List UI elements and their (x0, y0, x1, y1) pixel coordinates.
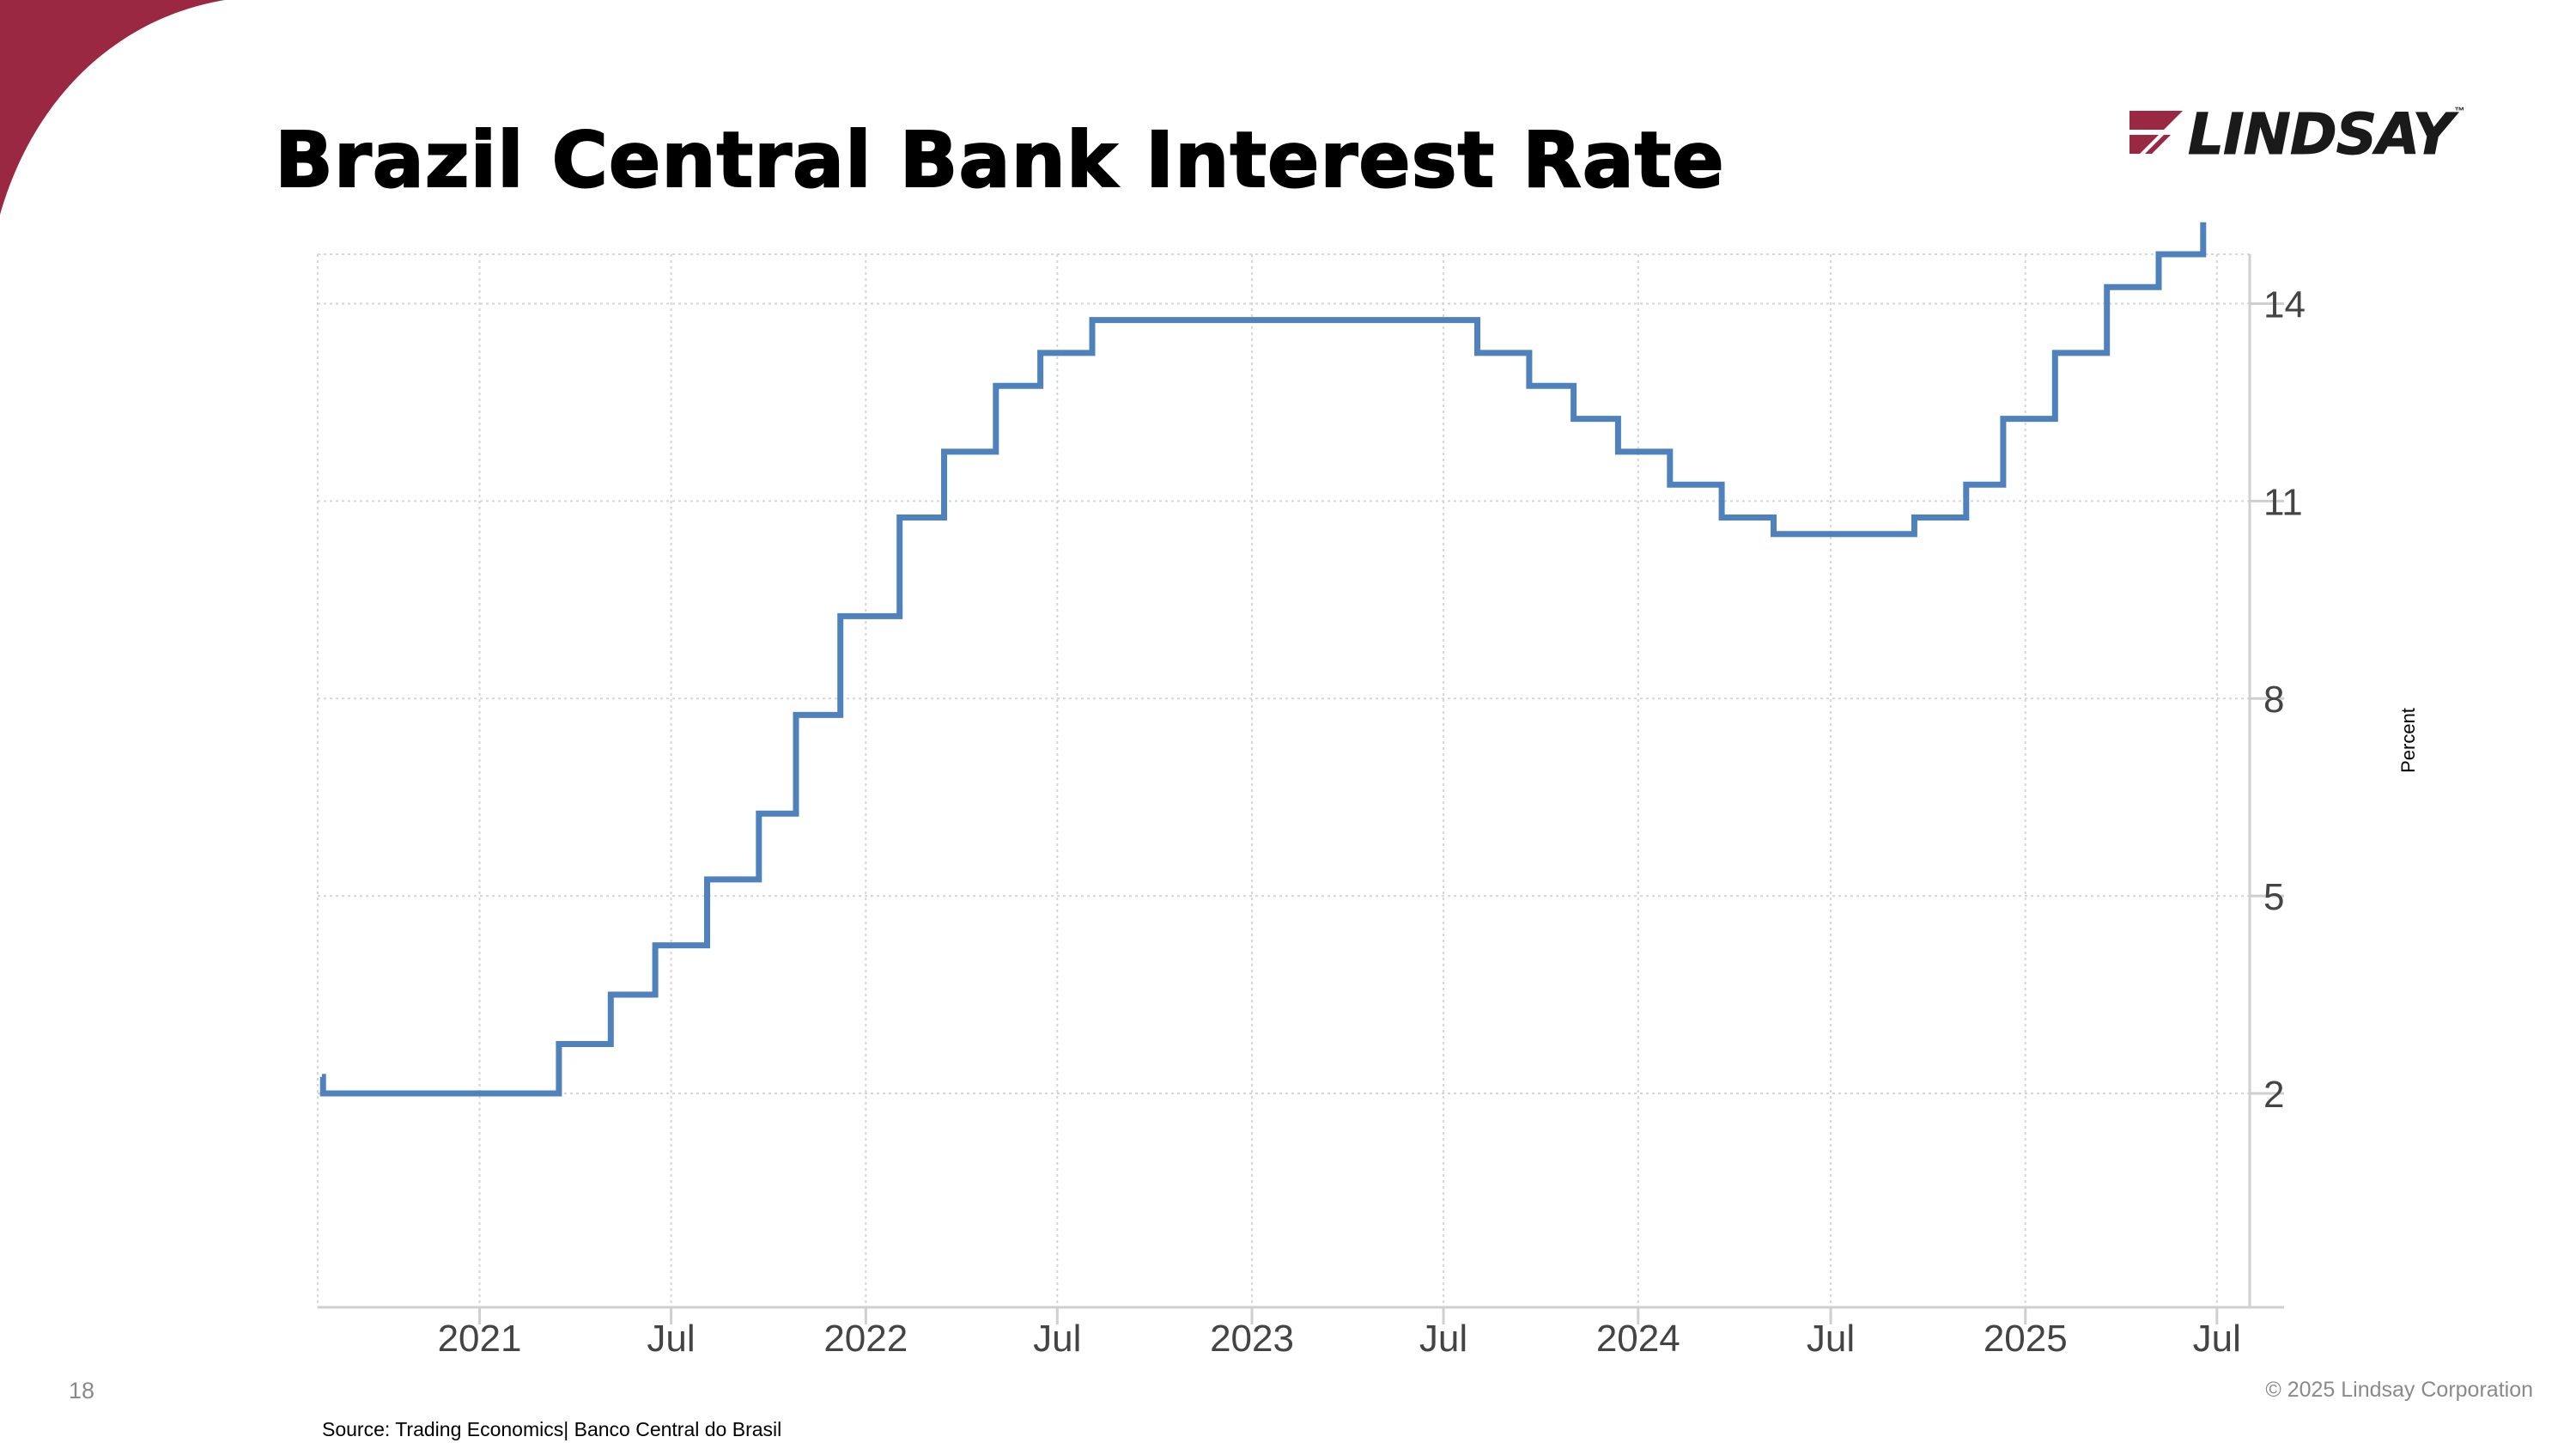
x-tick-label: Jul (1033, 1318, 1081, 1360)
lindsay-stripes-icon (2129, 111, 2183, 154)
logo-wordmark: LINDSAY (2187, 101, 2453, 167)
copyright-notice: © 2025 Lindsay Corporation (2265, 1378, 2533, 1402)
y-tick-label: 11 (2263, 481, 2303, 523)
x-tick-label: 2022 (823, 1318, 908, 1360)
y-tick-label: 5 (2263, 876, 2284, 918)
x-tick-label: Jul (2193, 1318, 2241, 1360)
page-number: 18 (69, 1378, 95, 1403)
interest-rate-series-line (319, 222, 2207, 1097)
y-tick-label: 8 (2263, 679, 2284, 721)
x-tick-label: Jul (647, 1318, 695, 1360)
slide-title: Brazil Central Bank Interest Rate (274, 115, 1725, 204)
corner-swoosh-decoration (0, 0, 225, 215)
x-tick-label: 2021 (438, 1318, 522, 1360)
source-note: Source: Trading Economics| Banco Central… (322, 1418, 782, 1440)
logo-trademark: ™ (2454, 105, 2465, 117)
y-tick-label: 14 (2263, 283, 2306, 326)
y-tick-label: 2 (2263, 1074, 2284, 1116)
lindsay-logo: LINDSAY ™ (2129, 105, 2464, 165)
x-tick-label: 2025 (1984, 1318, 2068, 1360)
y-axis-title: Percent (2397, 708, 2419, 773)
x-tick-label: Jul (1807, 1318, 1855, 1360)
x-tick-label: Jul (1419, 1318, 1467, 1360)
x-tick-label: 2024 (1596, 1318, 1680, 1360)
x-tick-label: 2023 (1210, 1318, 1294, 1360)
